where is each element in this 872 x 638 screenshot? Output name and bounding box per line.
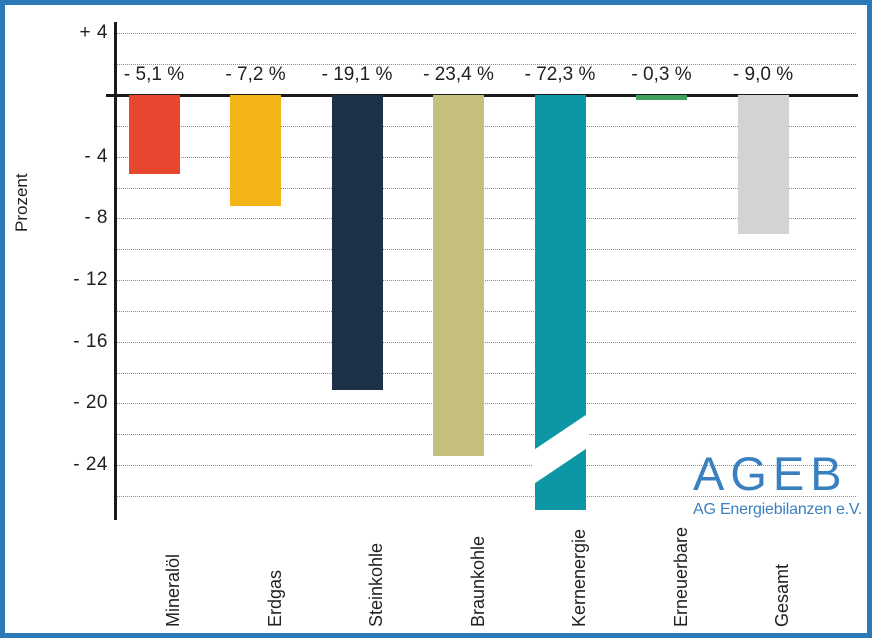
x-axis-category-label: Erneuerbare (670, 526, 691, 627)
gridline (116, 249, 856, 251)
gridline (116, 33, 856, 35)
bar-value-label: - 23,4 % (423, 64, 494, 85)
gridline (116, 156, 856, 158)
bar-erdgas (230, 95, 281, 207)
ageb-logo: AGEB AG Energiebilanzen e.V. (693, 447, 863, 519)
y-axis-tick-label: - 12 (73, 269, 108, 291)
gridline (116, 64, 856, 66)
bar-braunkohle (433, 95, 484, 456)
frame-border-top (0, 0, 872, 5)
bar-steinkohle (331, 95, 383, 390)
bar-value-label: - 19,1 % (321, 64, 393, 85)
x-axis-category-label: Kernenergie (569, 528, 589, 627)
plot-area: - 5,1 % - 7,2 % - 19,1 % - 23,4 % - 72,3 % - … (106, 22, 858, 520)
y-axis-title: Prozent (12, 173, 31, 232)
y-axis-tick-label: - 20 (73, 392, 108, 414)
x-axis-category-label: Steinkohle (366, 542, 386, 627)
axis-break-mark (532, 413, 588, 485)
logo-wordmark: AGEB (693, 447, 848, 500)
frame-border-bottom (0, 633, 872, 638)
bar-gesamt (737, 95, 789, 234)
x-axis-category-label: Braunkohle (467, 535, 488, 627)
bar-value-label: - 72,3 % (524, 64, 596, 85)
gridlines (114, 22, 856, 520)
bar-erneuerbare (636, 95, 687, 100)
logo-tagline: AG Energiebilanzen e.V. (693, 500, 863, 518)
gridline (116, 280, 856, 282)
y-axis-tick-label: - 16 (73, 330, 108, 352)
bar-value-label: - 5,1 % (123, 64, 185, 85)
gridline (116, 372, 856, 374)
gridline (116, 187, 856, 189)
frame-border-right (867, 0, 872, 638)
x-axis-category-label: Gesamt (772, 563, 792, 627)
y-axis-line (114, 22, 117, 520)
gridline (116, 465, 856, 467)
y-axis-tick-label: - 8 (84, 207, 108, 229)
y-axis-tick-label: + 4 (79, 22, 108, 44)
gridline (116, 403, 856, 405)
gridline (116, 434, 856, 436)
gridline (116, 341, 856, 343)
gridline (116, 495, 856, 497)
bar-value-label: - 9,0 % (732, 64, 794, 85)
x-axis-category-label: Erdgas (264, 569, 285, 627)
y-axis-tick-label: - 24 (73, 454, 108, 476)
gridline (116, 310, 856, 312)
x-axis-category-label: Mineralöl (163, 553, 183, 627)
bar-value-label: - 7,2 % (225, 64, 286, 85)
bar-mineral-l (128, 95, 180, 174)
gridline (116, 218, 856, 220)
bar-kernenergie (532, 95, 588, 510)
bar-value-label: - 0,3 % (631, 64, 692, 85)
y-axis-tick-labels: + 4 - 4 - 8 - 12 - 16 - 20 - 24 (40, 22, 108, 520)
frame-border-left (0, 0, 5, 638)
gridline (116, 125, 856, 127)
y-axis-tick-label: - 4 (84, 145, 108, 167)
